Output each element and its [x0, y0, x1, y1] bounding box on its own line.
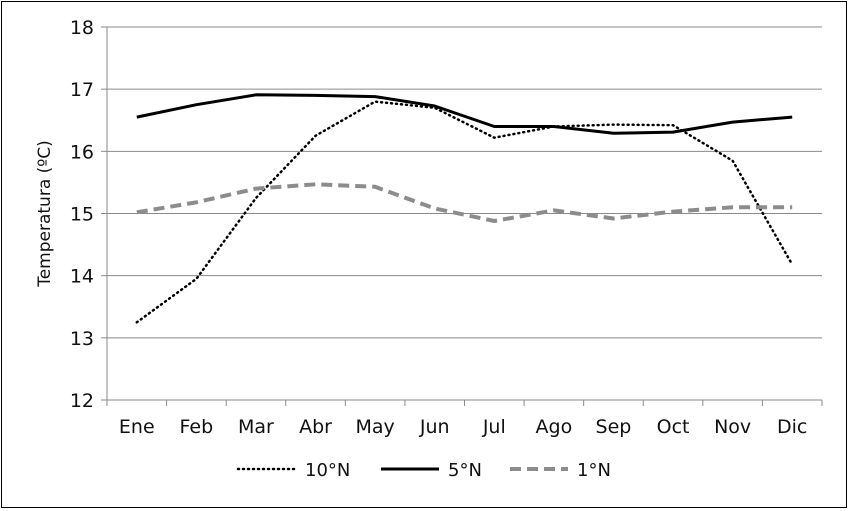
y-axis-title: Temperatura (ºC)	[35, 140, 55, 288]
x-tick-label: Feb	[180, 416, 214, 438]
legend: 10°N 5°N 1°N	[236, 460, 611, 481]
y-tick-labels: 12 13 14 15 16 17 18	[70, 17, 94, 412]
y-tick-label: 15	[70, 204, 94, 226]
y-tick-label: 12	[70, 390, 94, 412]
x-tick-label: Ene	[119, 416, 155, 438]
x-tick-label: Nov	[714, 416, 751, 438]
x-tick-label: Abr	[299, 416, 332, 438]
legend-item-1: 10°N	[236, 460, 350, 481]
series-2	[136, 93, 793, 135]
y-tick-label: 18	[70, 17, 94, 39]
x-tick-label: Mar	[238, 416, 274, 438]
series-layer	[135, 93, 794, 324]
x-tick-labels: Ene Feb Mar Abr May Jun Jul Ago Sep Oct Nov Dic	[119, 416, 807, 438]
y-tick-label: 14	[70, 266, 94, 288]
series-line-3	[136, 182, 793, 223]
gridlines	[107, 26, 822, 339]
axes	[101, 26, 823, 406]
legend-label: 1°N	[577, 460, 611, 481]
legend-item-3: 1°N	[510, 460, 611, 481]
x-tick-label: Ago	[536, 416, 573, 438]
x-tick-label: Jun	[419, 416, 450, 438]
y-tick-label: 16	[70, 141, 94, 163]
x-tick-label: May	[355, 416, 394, 438]
x-tick-label: Dic	[777, 416, 807, 438]
series-3	[136, 182, 793, 223]
x-tick-label: Oct	[657, 416, 690, 438]
legend-item-2: 5°N	[381, 460, 482, 481]
x-tick-label: Sep	[596, 416, 632, 438]
legend-label: 5°N	[448, 460, 482, 481]
y-tick-label: 17	[70, 79, 94, 101]
legend-label: 10°N	[305, 460, 350, 481]
y-tick-label: 13	[70, 328, 94, 350]
x-tick-label: Jul	[482, 416, 506, 438]
series-line-2	[136, 93, 793, 135]
